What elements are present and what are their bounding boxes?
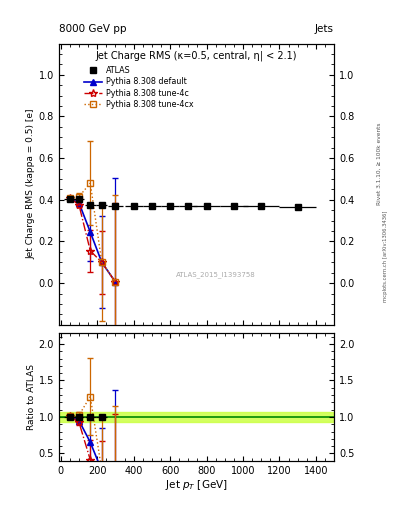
Text: Jets: Jets bbox=[315, 24, 334, 34]
Y-axis label: Ratio to ATLAS: Ratio to ATLAS bbox=[27, 364, 36, 430]
X-axis label: Jet $p_T$ [GeV]: Jet $p_T$ [GeV] bbox=[165, 478, 228, 493]
Y-axis label: Jet Charge RMS (kappa = 0.5) [e]: Jet Charge RMS (kappa = 0.5) [e] bbox=[27, 109, 36, 260]
Bar bbox=[59, 412, 334, 422]
Text: ATLAS_2015_I1393758: ATLAS_2015_I1393758 bbox=[176, 271, 255, 278]
Legend: ATLAS, Pythia 8.308 default, Pythia 8.308 tune-4c, Pythia 8.308 tune-4cx: ATLAS, Pythia 8.308 default, Pythia 8.30… bbox=[82, 65, 195, 111]
Text: Jet Charge RMS (κ=0.5, central, η| < 2.1): Jet Charge RMS (κ=0.5, central, η| < 2.1… bbox=[96, 51, 297, 61]
Text: 8000 GeV pp: 8000 GeV pp bbox=[59, 24, 127, 34]
Text: mcplots.cern.ch [arXiv:1306.3436]: mcplots.cern.ch [arXiv:1306.3436] bbox=[384, 210, 388, 302]
Text: Rivet 3.1.10, ≥ 100k events: Rivet 3.1.10, ≥ 100k events bbox=[377, 122, 382, 205]
